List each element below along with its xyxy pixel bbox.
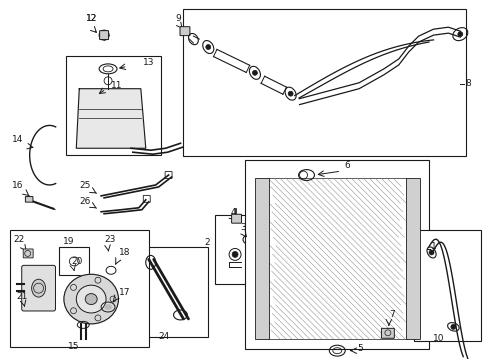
Bar [405,178,419,339]
Text: 16: 16 [12,181,23,190]
Text: 20: 20 [71,257,82,266]
Text: 15: 15 [67,342,79,351]
Text: 7: 7 [388,310,394,319]
Text: 11: 11 [111,81,122,90]
FancyBboxPatch shape [231,214,241,223]
Text: 8: 8 [464,79,470,88]
Circle shape [252,70,257,75]
Ellipse shape [64,274,118,324]
Ellipse shape [32,279,45,297]
FancyBboxPatch shape [381,328,393,338]
Circle shape [450,324,455,329]
Ellipse shape [76,285,106,313]
Ellipse shape [104,305,111,310]
Text: 25: 25 [79,181,90,190]
Bar [413,230,480,341]
Circle shape [205,45,210,50]
Bar [267,178,406,339]
Text: 4: 4 [230,208,235,217]
Text: 14: 14 [12,135,23,144]
Text: 6: 6 [344,161,349,170]
Circle shape [232,251,238,257]
Circle shape [287,91,292,96]
Text: 22: 22 [14,234,25,243]
FancyBboxPatch shape [25,197,33,202]
Bar [244,160,427,349]
FancyBboxPatch shape [180,27,189,36]
Ellipse shape [85,294,97,305]
Bar [129,247,208,337]
Text: 12: 12 [86,14,98,23]
Bar [10,230,148,347]
Text: 9: 9 [175,14,181,23]
FancyBboxPatch shape [23,249,33,258]
Polygon shape [76,89,145,148]
Text: 24: 24 [158,332,169,341]
Text: 21: 21 [17,292,28,301]
Text: 12: 12 [86,14,98,23]
Text: 1: 1 [429,242,435,251]
FancyBboxPatch shape [100,31,108,40]
FancyBboxPatch shape [21,265,55,311]
Text: 23: 23 [104,234,115,243]
Text: 18: 18 [119,248,130,257]
Text: 17: 17 [119,288,130,297]
Circle shape [457,32,462,37]
Bar [66,56,161,155]
Circle shape [428,250,433,255]
Text: 2: 2 [204,238,209,247]
FancyBboxPatch shape [143,195,150,202]
Text: 13: 13 [142,58,154,67]
Text: 5: 5 [356,344,362,353]
FancyBboxPatch shape [165,172,172,179]
Text: 26: 26 [79,197,90,206]
Bar [60,247,89,275]
Bar [183,9,466,156]
Bar [254,178,268,339]
Bar [215,215,282,284]
Text: 3: 3 [240,222,245,231]
Text: 19: 19 [63,237,75,246]
Text: 10: 10 [432,334,443,343]
